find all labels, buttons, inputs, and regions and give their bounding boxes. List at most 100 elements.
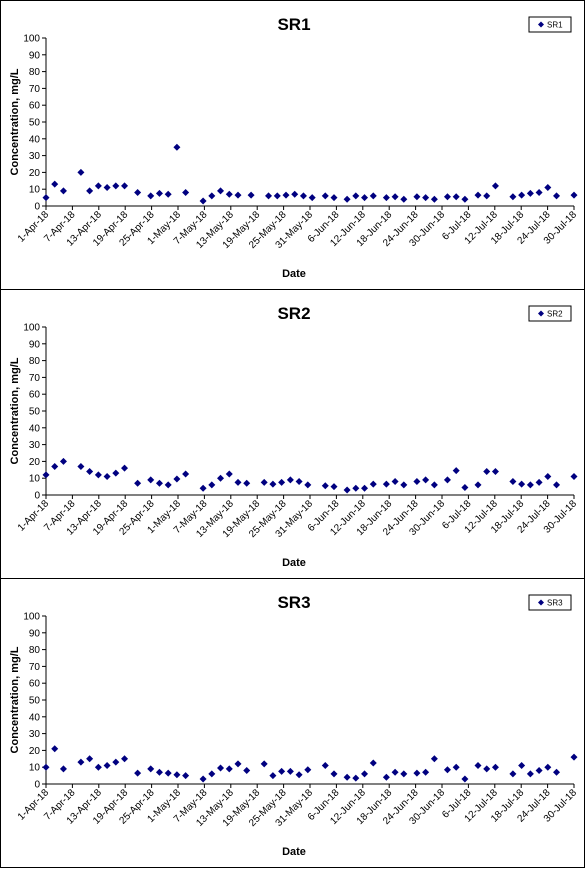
data-point <box>51 462 59 470</box>
data-point <box>509 478 517 486</box>
y-tick-label: 100 <box>23 34 40 45</box>
data-point <box>269 772 277 780</box>
y-tick-label: 0 <box>34 491 40 502</box>
chart-sr1: SR101020304050607080901001-Apr-187-Apr-1… <box>9 15 579 280</box>
data-point <box>42 471 50 479</box>
data-point <box>243 767 251 775</box>
data-point <box>483 192 491 200</box>
y-tick-label: 40 <box>29 712 41 723</box>
data-point <box>199 484 207 492</box>
data-point <box>361 484 369 492</box>
data-point <box>330 770 338 778</box>
data-point <box>103 184 111 192</box>
y-tick-label: 50 <box>29 696 41 707</box>
data-point <box>199 775 207 783</box>
y-tick-label: 80 <box>29 67 41 78</box>
data-point <box>509 193 517 201</box>
legend-label: SR2 <box>547 310 563 319</box>
y-tick-label: 80 <box>29 645 41 656</box>
data-point <box>461 195 469 203</box>
data-point <box>343 195 351 203</box>
chart-sr3: SR301020304050607080901001-Apr-187-Apr-1… <box>9 593 579 858</box>
data-point <box>430 481 438 489</box>
data-point <box>369 480 377 488</box>
y-tick-label: 10 <box>29 185 41 196</box>
legend-box <box>528 305 572 322</box>
data-point <box>544 184 552 192</box>
y-tick-label: 20 <box>29 746 41 757</box>
data-point <box>330 194 338 202</box>
data-point <box>391 478 399 486</box>
chart-panel-sr3: SR3 0 10 20 30 40 50 60 70 80 90 100 1-Apr-18 7-Apr-1… <box>0 578 585 868</box>
data-point <box>59 187 67 195</box>
legend: SR1 <box>528 16 572 33</box>
data-point <box>77 462 85 470</box>
data-point <box>369 759 377 767</box>
data-point <box>217 187 225 195</box>
data-point <box>94 471 102 479</box>
data-point <box>361 770 369 778</box>
data-point <box>343 773 351 781</box>
y-tick-label: 100 <box>23 612 40 623</box>
data-point <box>51 180 59 188</box>
legend-marker <box>538 310 544 317</box>
data-point <box>182 470 190 478</box>
data-point <box>361 194 369 202</box>
data-point <box>535 767 543 775</box>
y-axis-title: Concentration, mg/L <box>9 357 21 464</box>
data-point <box>382 194 390 202</box>
data-point <box>86 187 94 195</box>
data-point <box>483 467 491 475</box>
data-point <box>526 481 534 489</box>
data-point <box>400 195 408 203</box>
legend-box <box>528 16 572 33</box>
legend-label: SR3 <box>547 599 563 608</box>
y-tick-label: 90 <box>29 339 41 350</box>
data-point <box>208 770 216 778</box>
data-point <box>260 760 268 768</box>
y-tick-label: 30 <box>29 729 41 740</box>
data-point <box>535 189 543 197</box>
data-point <box>291 190 299 198</box>
data-point <box>535 478 543 486</box>
x-axis-title: Date <box>282 846 306 858</box>
data-point <box>491 467 499 475</box>
x-axis-title: Date <box>282 268 306 280</box>
data-point <box>570 191 578 199</box>
series-sr1 <box>42 143 578 205</box>
data-point <box>121 755 129 763</box>
y-tick-label: 60 <box>29 679 41 690</box>
y-tick-label: 100 <box>23 323 40 334</box>
data-point <box>59 765 67 773</box>
data-point <box>121 464 129 472</box>
data-point <box>112 182 120 190</box>
chart-panel-sr1: SR1 0 10 20 30 40 50 60 70 80 90 100 1-Apr-18 7-Apr-1… <box>0 0 585 290</box>
data-point <box>134 189 142 197</box>
data-point <box>278 767 286 775</box>
data-point <box>369 192 377 200</box>
legend-label: SR1 <box>547 21 563 30</box>
y-tick-label: 30 <box>29 151 41 162</box>
data-point <box>225 765 233 773</box>
data-point <box>509 770 517 778</box>
data-point <box>94 182 102 190</box>
data-point <box>217 764 225 772</box>
series-sr3 <box>42 745 578 783</box>
data-point <box>452 467 460 475</box>
data-point <box>234 478 242 486</box>
data-point <box>86 467 94 475</box>
data-point <box>443 193 451 201</box>
y-tick-label: 80 <box>29 356 41 367</box>
data-point <box>103 473 111 481</box>
data-point <box>413 478 421 486</box>
data-point <box>382 480 390 488</box>
data-point <box>282 191 290 199</box>
y-tick-label: 90 <box>29 50 41 61</box>
y-tick-label: 50 <box>29 118 41 129</box>
data-point <box>173 143 181 151</box>
data-point <box>526 770 534 778</box>
data-point <box>225 470 233 478</box>
y-tick-label: 20 <box>29 457 41 468</box>
y-tick-label: 40 <box>29 134 41 145</box>
data-point <box>570 753 578 761</box>
